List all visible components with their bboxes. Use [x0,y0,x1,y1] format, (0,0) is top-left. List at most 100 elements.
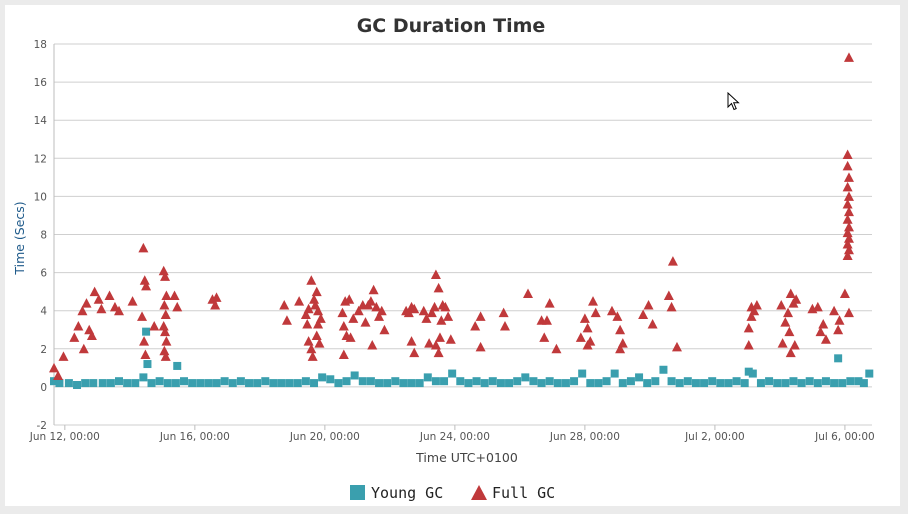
full-gc-point [360,317,371,327]
full-gc-point [430,339,441,350]
young-gc-point [358,377,367,386]
x-tick-label: Jul 2, 00:00 [684,431,745,443]
full-gc-point [314,338,325,348]
full-gc-point [114,305,125,316]
young-gc-point [98,379,107,388]
full-gc-point [575,332,586,342]
young-gc-point [488,377,497,386]
young-gc-point [204,379,213,388]
full-gc-point [160,351,171,361]
young-gc-point [626,377,635,386]
full-gc-point [751,299,762,310]
young-gc-point [748,369,757,378]
full-gc-point [421,313,432,323]
full-gc-point [667,256,678,266]
young-gc-point [594,379,603,388]
full-gc-point [615,324,626,335]
young-gc-point [545,377,554,386]
full-gc-point [306,275,317,285]
y-tick-label: -2 [37,420,47,432]
full-gc-point [139,336,150,346]
young-gc-point [805,377,814,386]
full-gc-point [843,307,854,318]
young-gc-point [81,379,90,388]
full-gc-point [73,320,84,331]
young-gc-point [375,379,384,388]
full-gc-point [315,313,326,323]
young-gc-point [50,377,58,386]
y-tick-label: 8 [40,230,47,242]
full-gc-point [842,181,853,192]
young-gc-point [602,377,611,386]
young-gc-point [830,379,839,388]
full-gc-point [588,296,599,306]
full-gc-point [313,319,324,329]
full-gc-point [780,317,791,327]
full-gc-point [842,250,853,260]
full-gc-point [303,336,314,346]
full-gc-point [429,301,440,312]
full-gc-point [523,288,534,299]
full-gc-point [344,294,355,304]
young-gc-point [139,373,148,382]
young-gc-point [744,367,753,376]
full-gc-point [294,296,305,306]
full-gc-point [371,301,382,312]
young-gc-point [635,373,644,382]
young-gc-point [781,379,790,388]
full-gc-point [842,149,853,159]
full-gc-point [666,301,677,312]
young-gc-point [173,361,182,370]
full-gc-point [104,290,115,300]
full-gc-point [353,305,364,316]
young-gc-point [838,379,847,388]
full-gc-point [89,286,100,297]
full-gc-point [842,214,853,224]
young-gc-point [472,377,481,386]
young-gc-point [667,377,676,386]
young-gc-point [724,379,733,388]
young-gc-point [691,379,700,388]
full-gc-point [671,341,682,352]
full-gc-point [379,324,390,335]
y-tick-label: 12 [34,153,47,165]
full-gc-point [169,290,180,300]
full-gc-point [309,294,320,304]
young-gc-point [651,377,660,386]
young-gc-point [301,377,310,386]
young-gc-point [171,379,180,388]
full-gc-point [440,301,451,312]
young-gc-point [55,379,64,388]
full-gc-point [211,292,222,302]
full-gc-point [210,299,221,310]
x-tick-label: Jun 24, 00:00 [419,431,490,443]
full-gc-point [498,307,509,318]
full-gc-point [812,301,823,312]
young-gc-point [123,379,132,388]
full-gc-point [820,334,831,344]
legend-item-full-gc[interactable]: Full GC [471,484,555,502]
y-tick-label: 18 [34,39,47,51]
full-gc-point [281,315,292,325]
full-gc-point [81,298,92,308]
young-gc-series [50,327,874,389]
full-gc-point [58,351,69,361]
full-gc-point [582,322,593,333]
full-gc-point [149,320,160,331]
full-gc-point [643,299,654,310]
full-gc-point [138,242,149,253]
full-gc-point [338,320,349,331]
young-gc-point [89,379,98,388]
legend-item-young-gc[interactable]: Young GC [350,484,443,502]
young-gc-point [505,379,514,388]
y-tick-label: 6 [40,268,47,280]
young-gc-point [64,379,73,388]
legend[interactable]: Young GC Full GC [350,484,555,502]
full-gc-point [843,172,854,182]
full-gc-point [843,191,854,201]
full-gc-point [139,275,150,285]
young-gc-point [821,377,830,386]
young-gc-point [143,360,152,369]
full-gc-point [348,313,359,323]
young-gc-point [773,379,782,388]
